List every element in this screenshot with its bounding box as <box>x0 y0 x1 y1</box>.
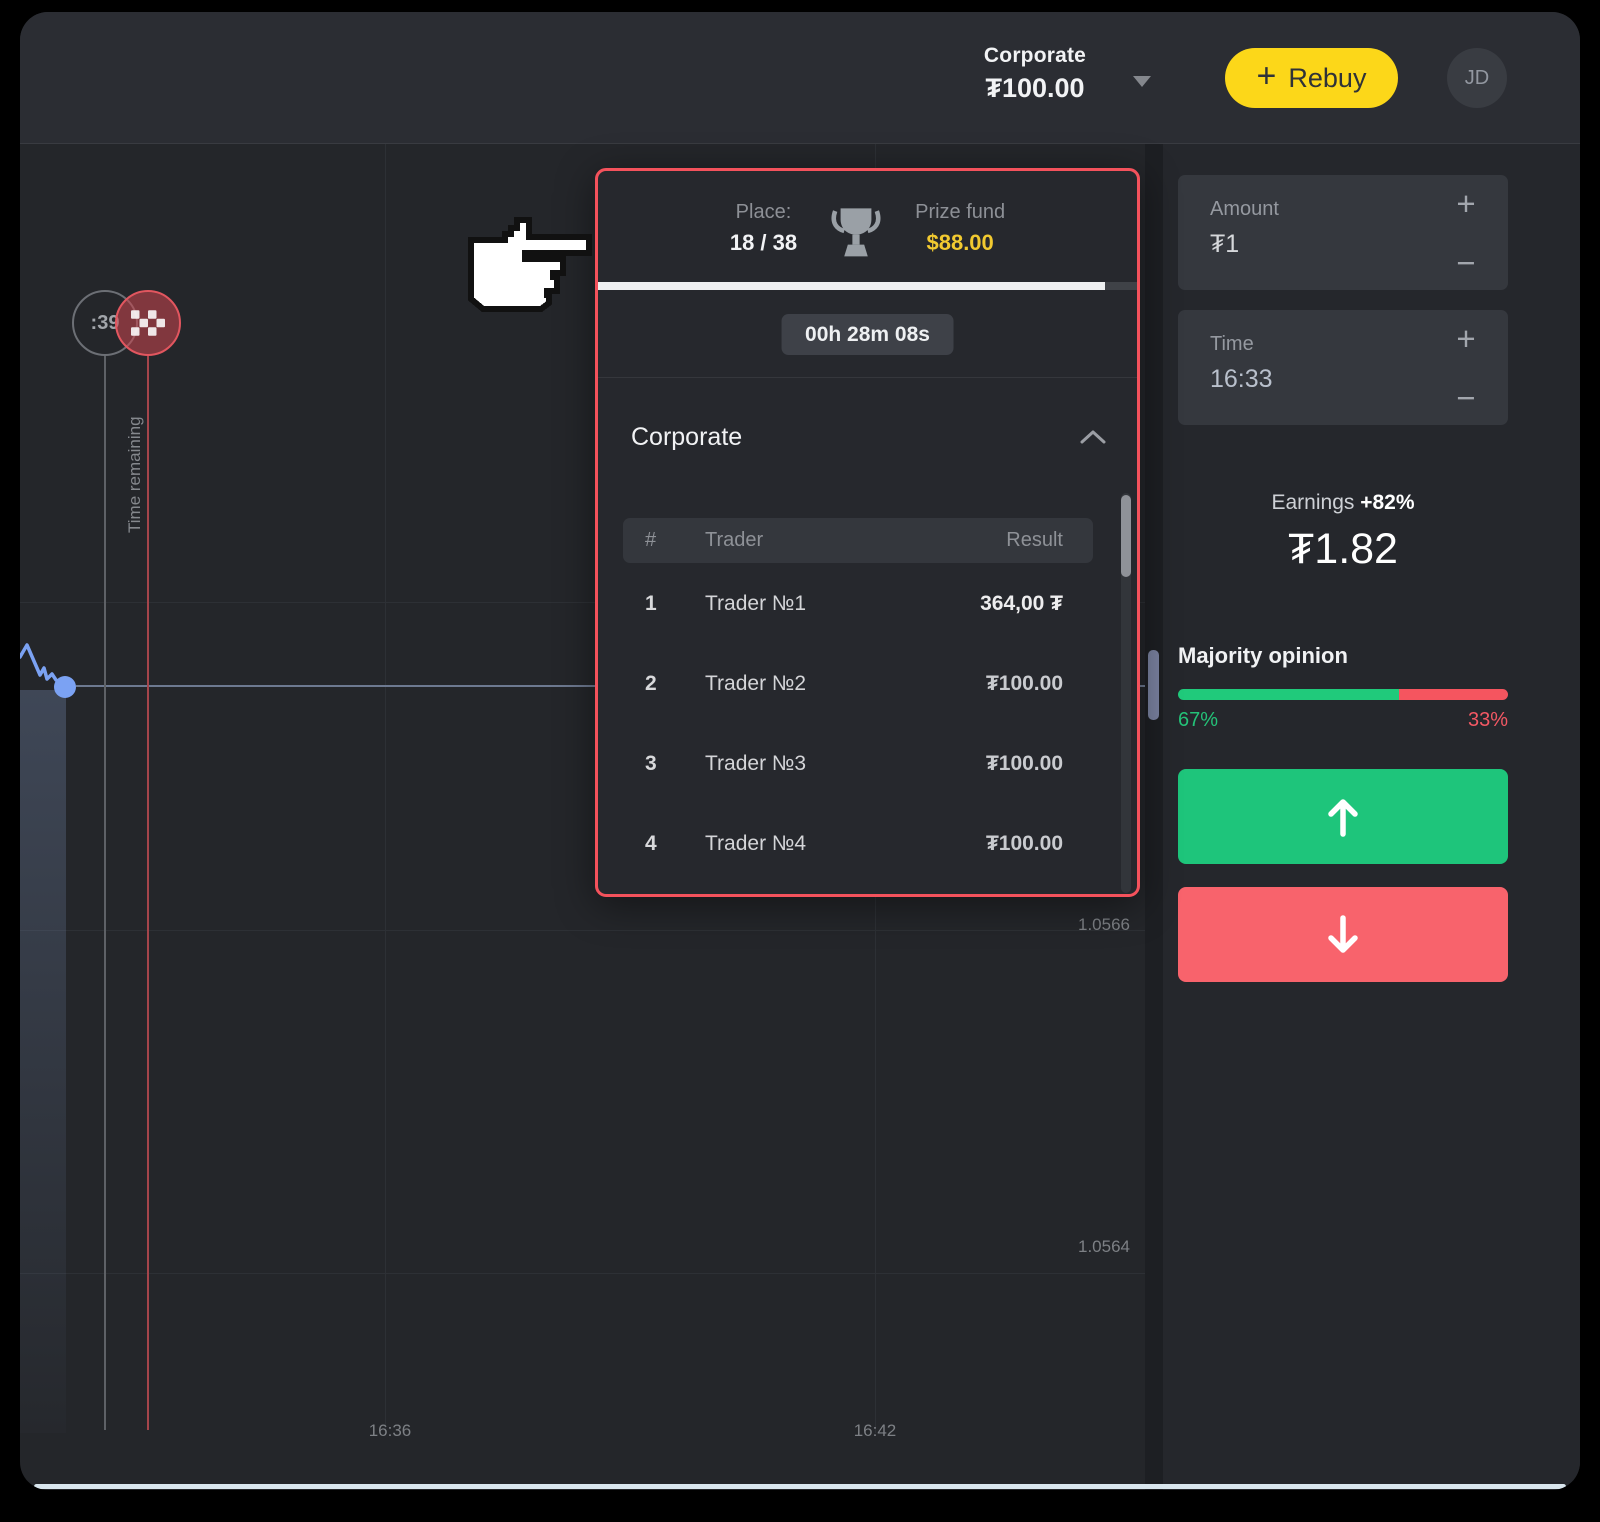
countdown-text: :39 <box>90 311 120 334</box>
prize-block: Prize fund $88.00 <box>915 201 1005 256</box>
majority-down-segment <box>1399 689 1508 700</box>
row-rank: 4 <box>645 832 657 855</box>
col-rank: # <box>645 529 657 551</box>
amount-label: Amount <box>1210 198 1279 220</box>
row-trader: Trader №4 <box>705 832 807 855</box>
gridline-horizontal <box>20 602 1145 603</box>
earnings-label: Earnings <box>1271 491 1355 514</box>
tournament-header: Place: 18 / 38 Prize fund $88.00 <box>598 171 1137 259</box>
account-balance: ₮100.00 <box>985 73 1085 103</box>
rebuy-label: Rebuy <box>1288 62 1367 93</box>
price-line-series <box>20 643 67 689</box>
avatar[interactable]: JD <box>1447 48 1507 108</box>
popup-scrollbar-thumb[interactable] <box>1121 495 1131 577</box>
trade-down-button[interactable] <box>1178 887 1508 982</box>
gridline-horizontal <box>20 1273 1145 1274</box>
time-tick-2: 16:42 <box>853 1421 897 1440</box>
time-remaining-label: Time remaining <box>125 416 144 534</box>
avatar-initials: JD <box>1464 66 1490 89</box>
popup-scrollbar <box>1121 493 1131 893</box>
prize-fund-value: $88.00 <box>926 230 994 255</box>
majority-up-segment <box>1178 689 1400 700</box>
gridline-vertical <box>385 143 386 1433</box>
table-row: 1 Trader №1 364,00 ₮ <box>623 564 1093 644</box>
majority-opinion-bar <box>1178 689 1508 700</box>
tournament-progress-bar <box>598 282 1137 290</box>
amount-value: ₮1 <box>1210 230 1240 258</box>
trophy-icon <box>831 208 881 257</box>
price-tick-1: 1.0566 <box>1078 915 1130 934</box>
trade-up-button[interactable] <box>1178 769 1508 864</box>
checkered-flag-icon <box>115 290 181 356</box>
leaderboard-header-row: # Trader Result <box>623 518 1093 563</box>
time-label: Time <box>1210 333 1254 355</box>
place-value: 18 / 38 <box>729 230 798 255</box>
tournament-popup: Place: 18 / 38 Prize fund $88.00 00h 28m… <box>595 168 1140 897</box>
price-chart: :39 Time remaining 1.0566 1.0564 16:36 1… <box>20 143 1145 1490</box>
row-result: ₮100.00 <box>985 752 1063 775</box>
divider <box>598 377 1137 378</box>
tournament-timer: 00h 28m 08s <box>781 314 954 355</box>
expiry-marker-line <box>147 356 149 1430</box>
table-row: 3 Trader №3 ₮100.00 <box>623 724 1093 804</box>
row-trader: Trader №1 <box>705 592 807 615</box>
place-label: Place: <box>735 201 792 223</box>
row-rank: 2 <box>645 672 657 695</box>
amount-decrease-button[interactable]: − <box>1456 243 1476 281</box>
arrow-up-icon <box>1328 798 1358 837</box>
amount-increase-button[interactable]: + <box>1456 184 1476 222</box>
place-block: Place: 18 / 38 <box>730 201 797 256</box>
gridline-horizontal <box>20 930 1145 931</box>
tournament-progress-fill <box>598 282 1105 290</box>
row-result: 364,00 ₮ <box>980 592 1063 615</box>
row-result: ₮100.00 <box>985 672 1063 695</box>
time-value: 16:33 <box>1210 365 1273 393</box>
arrow-down-icon <box>1328 914 1358 953</box>
trade-panel: Amount ₮1 + − Time 16:33 + − Earnings +8… <box>1163 143 1580 1490</box>
bottom-scroll-strip <box>34 1484 1566 1489</box>
earnings-percent: +82% <box>1360 491 1415 514</box>
account-switcher[interactable]: Corporate ₮100.00 <box>950 44 1120 104</box>
time-stepper[interactable]: Time 16:33 + − <box>1178 310 1508 425</box>
majority-down-percent: 33% <box>1467 709 1508 731</box>
row-trader: Trader №2 <box>705 672 807 695</box>
row-trader: Trader №3 <box>705 752 807 775</box>
time-tick-1: 16:36 <box>368 1421 412 1440</box>
col-trader: Trader <box>705 529 764 551</box>
top-bar: Corporate ₮100.00 + Rebuy JD <box>20 12 1580 144</box>
rebuy-button[interactable]: + Rebuy <box>1225 48 1398 108</box>
majority-opinion-label: Majority opinion <box>1178 643 1348 668</box>
tournament-section-header[interactable]: Corporate <box>631 419 1106 455</box>
time-increase-button[interactable]: + <box>1456 319 1476 357</box>
row-result: ₮100.00 <box>985 832 1063 855</box>
row-rank: 1 <box>645 592 657 615</box>
app-window: :39 Time remaining 1.0566 1.0564 16:36 1… <box>20 12 1580 1490</box>
page-scrollbar-thumb[interactable] <box>1148 650 1159 720</box>
account-name: Corporate <box>983 44 1087 67</box>
time-decrease-button[interactable]: − <box>1456 378 1476 416</box>
chart-area-fill <box>20 690 66 1433</box>
chevron-down-icon[interactable] <box>1133 76 1151 87</box>
price-tick-2: 1.0564 <box>1078 1237 1130 1256</box>
page-scrollbar <box>1145 143 1163 1490</box>
checker-pattern <box>131 310 165 336</box>
earnings-block: Earnings +82% ₮1.82 <box>1163 491 1523 574</box>
table-row: 4 Trader №4 ₮100.00 <box>623 804 1093 884</box>
earnings-value: ₮1.82 <box>1288 525 1398 573</box>
row-rank: 3 <box>645 752 657 775</box>
table-row: 2 Trader №2 ₮100.00 <box>623 644 1093 724</box>
prize-fund-label: Prize fund <box>915 201 1006 223</box>
tournament-title: Corporate <box>631 422 743 451</box>
amount-stepper[interactable]: Amount ₮1 + − <box>1178 175 1508 290</box>
chevron-up-icon[interactable] <box>1080 430 1106 444</box>
countdown-marker-line <box>104 356 106 1430</box>
current-price-dot <box>54 676 76 698</box>
plus-icon: + <box>1256 57 1277 95</box>
pointer-hand-cursor <box>468 217 592 312</box>
majority-up-percent: 67% <box>1178 709 1219 731</box>
col-result: Result <box>1006 529 1063 551</box>
